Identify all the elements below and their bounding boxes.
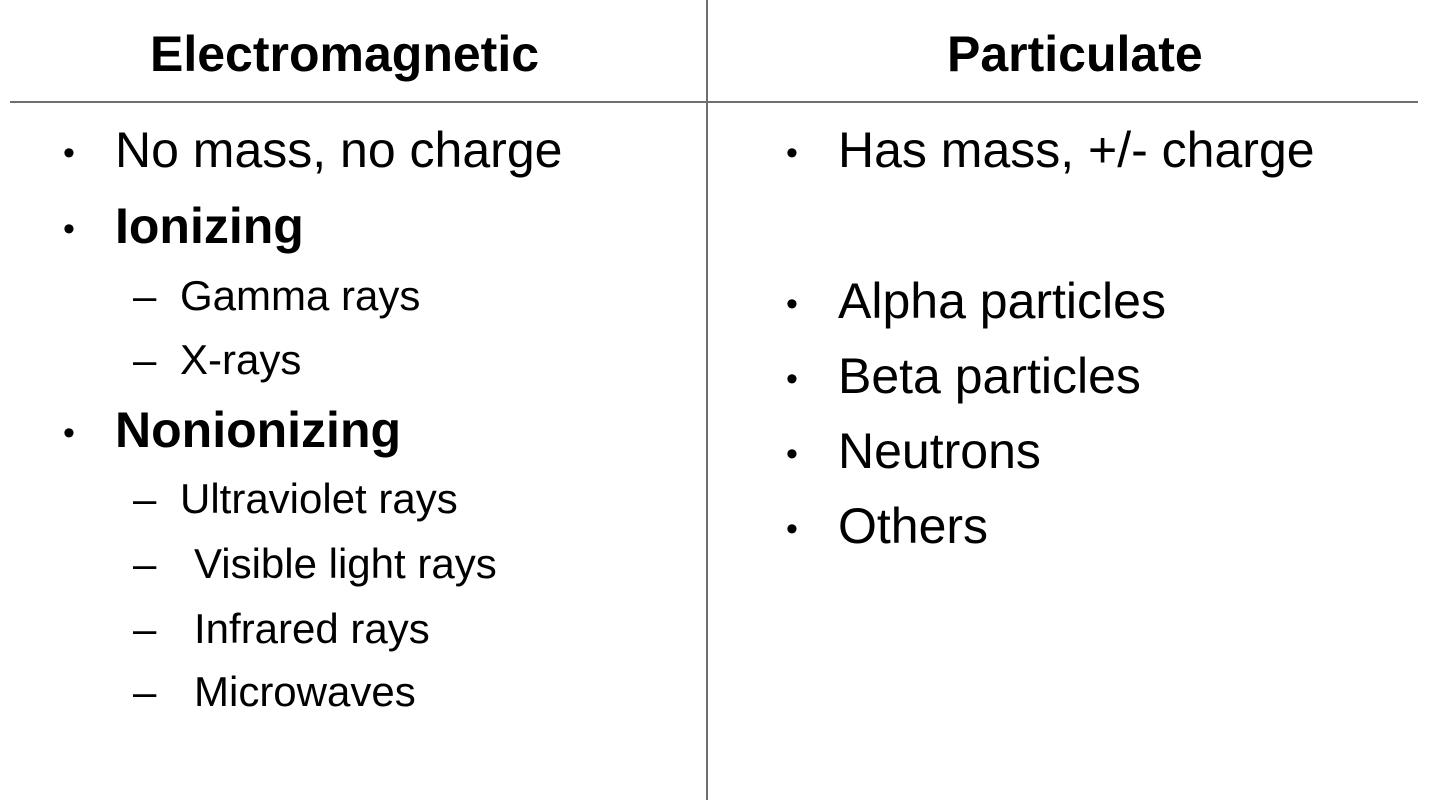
bullet-icon: •: [63, 414, 75, 452]
sub-list-item-text: Gamma rays: [180, 272, 421, 319]
bullet-icon: •: [786, 435, 798, 473]
sub-list-item-text: Ultraviolet rays: [180, 475, 458, 522]
dash-icon: –: [133, 668, 157, 715]
header-rule: [10, 101, 1418, 103]
bullet-icon: •: [63, 134, 75, 172]
dash-icon: –: [133, 540, 157, 587]
list-item-text: No mass, no charge: [115, 122, 563, 178]
sub-list-item-text: Infrared rays: [194, 605, 430, 652]
list-item-text: Has mass, +/- charge: [838, 122, 1315, 178]
list-item-text: Neutrons: [838, 423, 1041, 479]
bullet-icon: •: [786, 510, 798, 548]
bullet-icon: •: [786, 360, 798, 398]
bullet-icon: •: [63, 210, 75, 248]
bullet-icon: •: [786, 285, 798, 323]
dash-icon: –: [133, 336, 157, 383]
list-item-text: Others: [838, 498, 989, 554]
bullet-icon: •: [786, 134, 798, 172]
list-item-text: Ionizing: [115, 198, 304, 254]
dash-icon: –: [133, 605, 157, 652]
sub-list-item-text: Microwaves: [194, 668, 416, 715]
column-divider: [706, 0, 708, 800]
sub-list-item-text: Visible light rays: [194, 540, 497, 587]
heading-electromagnetic: Electromagnetic: [150, 26, 540, 82]
dash-icon: –: [133, 475, 157, 522]
list-item-text: Alpha particles: [838, 273, 1166, 329]
list-item-text: Beta particles: [838, 348, 1141, 404]
sub-list-item-text: X-rays: [180, 336, 302, 383]
dash-icon: –: [133, 272, 157, 319]
heading-particulate: Particulate: [947, 26, 1203, 82]
list-item-text: Nonionizing: [115, 402, 402, 458]
